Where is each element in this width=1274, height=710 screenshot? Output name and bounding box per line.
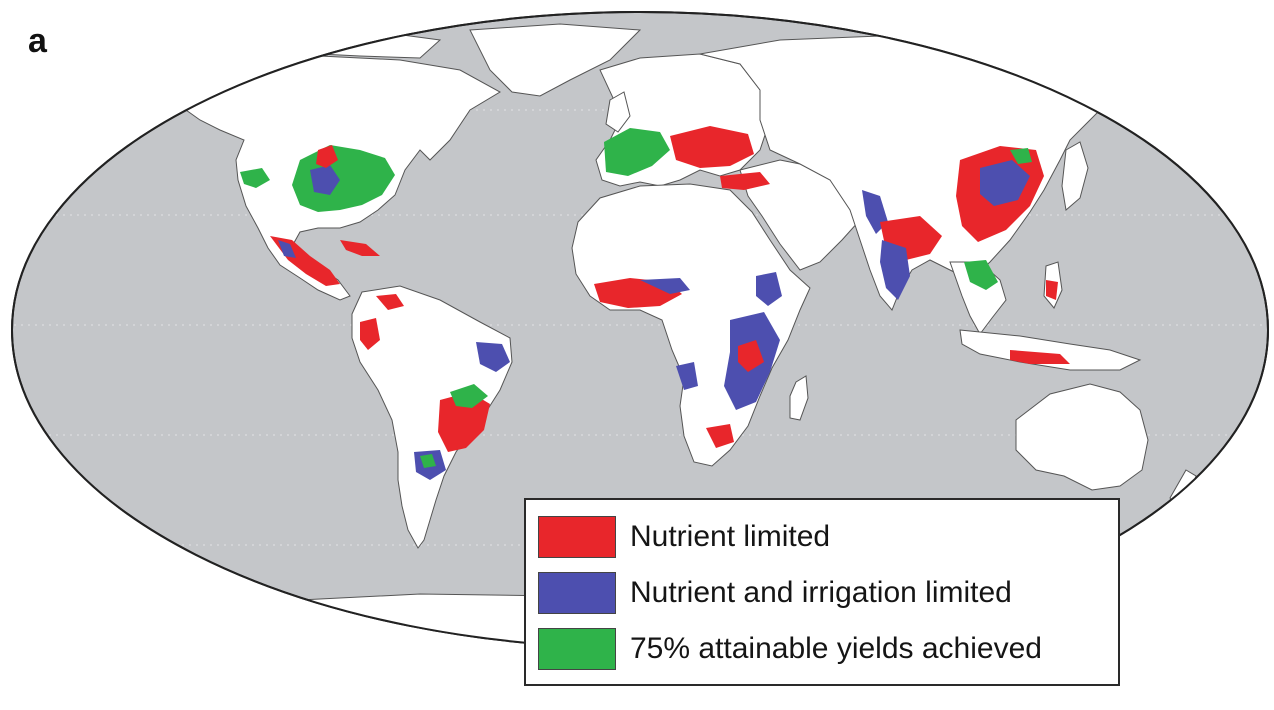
patch-china-green xyxy=(1010,148,1032,164)
patch-se-asia-green xyxy=(964,260,998,290)
patch-mexico-blue xyxy=(278,240,296,258)
patch-east-africa-red xyxy=(738,340,764,372)
legend-label: 75% attainable yields achieved xyxy=(630,632,1042,665)
legend-swatch-green xyxy=(538,628,616,670)
patch-pampas-green xyxy=(420,454,436,468)
patch-ethiopia-blue xyxy=(756,272,782,306)
patch-east-europe-red xyxy=(670,126,754,168)
british-isles xyxy=(605,91,631,133)
legend-item-attainable-yields: 75% attainable yields achieved xyxy=(538,626,1042,672)
legend-item-nutrient-limited: Nutrient limited xyxy=(538,514,830,560)
greenland xyxy=(469,23,642,97)
patch-india-blue xyxy=(880,240,910,300)
madagascar xyxy=(789,375,809,421)
patch-turkey-red xyxy=(720,172,770,190)
patch-west-europe-green xyxy=(604,128,670,176)
australia xyxy=(1015,383,1149,491)
patch-us-red xyxy=(316,145,338,168)
patch-canada-green xyxy=(240,168,270,188)
patch-brazil-green xyxy=(450,384,488,408)
patch-us-plains-blue xyxy=(310,165,340,195)
patch-colombia-red xyxy=(376,294,404,310)
japan xyxy=(1061,141,1089,211)
patch-west-africa-blue xyxy=(640,278,690,294)
legend-item-nutrient-irrigation-limited: Nutrient and irrigation limited xyxy=(538,570,1012,616)
legend-swatch-red xyxy=(538,516,616,558)
indonesia xyxy=(959,329,1142,371)
patch-angola-blue xyxy=(676,362,698,390)
south-america xyxy=(351,285,513,549)
patch-ne-brazil-blue xyxy=(476,342,510,372)
patch-caribbean-red xyxy=(340,240,380,256)
patch-andes-red xyxy=(360,318,380,350)
legend-label: Nutrient limited xyxy=(630,520,831,553)
patch-philippines-red xyxy=(1046,280,1058,300)
legend: Nutrient limited Nutrient and irrigation… xyxy=(524,498,1120,686)
legend-label: Nutrient and irrigation limited xyxy=(630,576,1012,609)
patch-indonesia-red xyxy=(1010,350,1070,364)
panel-label: a xyxy=(28,22,47,60)
legend-swatch-blue xyxy=(538,572,616,614)
patch-brazil-red xyxy=(438,392,490,452)
patch-s-africa-red xyxy=(706,424,734,448)
patch-china-blue xyxy=(980,160,1030,206)
yield-patches xyxy=(240,126,1070,480)
